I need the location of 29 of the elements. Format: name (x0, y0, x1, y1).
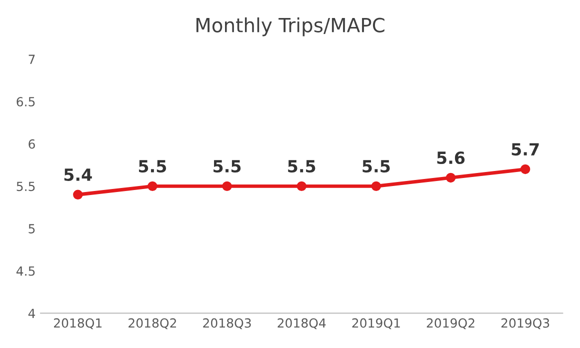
y-tick-label: 4 (28, 308, 36, 318)
y-tick-label: 5.5 (16, 182, 35, 192)
point (520, 164, 530, 174)
data-label: 5.5 (288, 160, 316, 173)
x-tick-label: 2019Q2 (426, 318, 474, 330)
point (148, 181, 158, 192)
point (73, 190, 83, 200)
data-label: 5.4 (64, 168, 92, 181)
data-label: 5.5 (362, 160, 390, 173)
y-tick-label: 6 (28, 139, 35, 149)
data-label: 5.5 (138, 160, 166, 173)
point (371, 181, 382, 192)
point (446, 172, 456, 183)
y-tick-label: 5 (28, 224, 35, 234)
y-tick-label: 4.5 (16, 266, 35, 276)
data-label: 5.5 (214, 160, 241, 173)
chart-title: Monthly Trips/MAPC (196, 17, 384, 36)
x-tick-label: 2018Q1 (54, 318, 102, 330)
x-tick-label: 2019Q1 (352, 318, 400, 330)
x-tick-label: 2018Q4 (278, 318, 326, 330)
data-label: 5.7 (512, 143, 539, 156)
x-tick-label: 2018Q2 (128, 318, 176, 330)
x-tick-label: 2018Q3 (203, 318, 251, 330)
point (296, 181, 306, 192)
y-tick-label: 7 (28, 54, 35, 64)
x-tick-label: 2019Q3 (501, 318, 550, 330)
data-label: 5.6 (437, 151, 465, 164)
point (222, 181, 232, 192)
y-tick-label: 6.5 (16, 96, 35, 106)
